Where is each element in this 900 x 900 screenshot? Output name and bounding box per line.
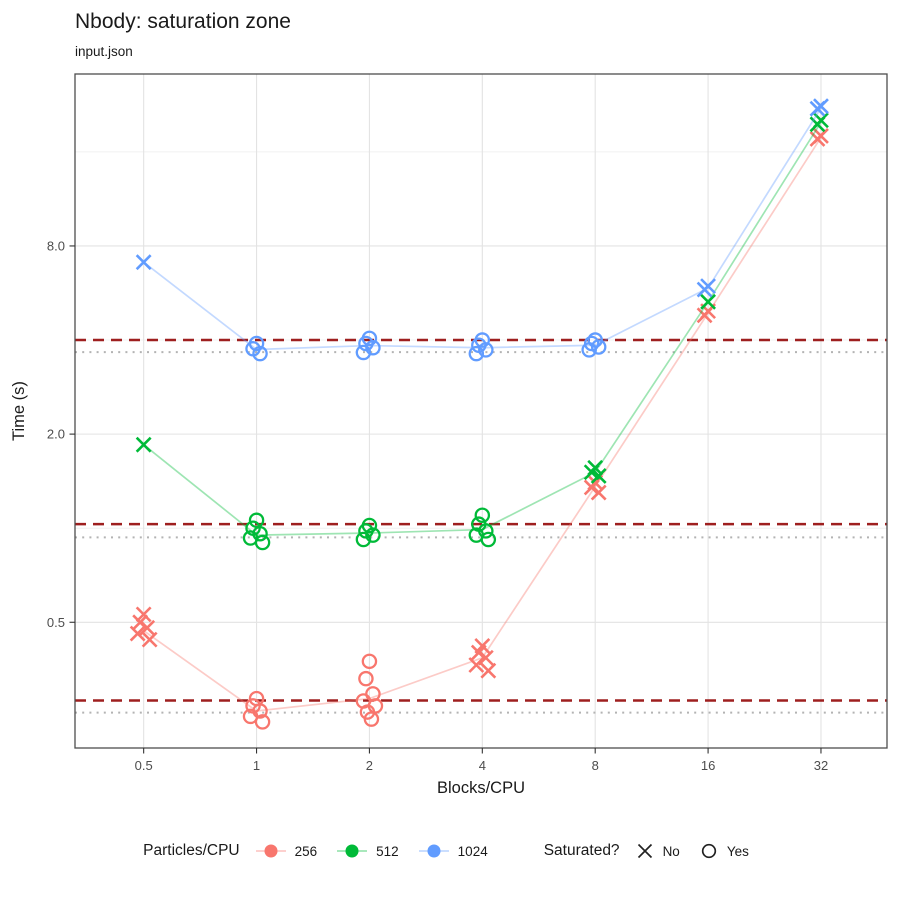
y-tick-label: 2.0: [47, 427, 65, 442]
y-axis-title: Time (s): [10, 381, 28, 441]
legend-dot-line-icon: [255, 844, 286, 858]
point-circle-saturated: [480, 531, 497, 548]
point-circle-saturated: [590, 339, 607, 355]
point-x-unsaturated: [141, 631, 158, 648]
x-tick-label: 1: [253, 758, 260, 773]
point-circle-saturated: [355, 531, 372, 548]
point-circle-saturated: [478, 523, 494, 539]
plot-panel: 0.5 1 2 4 8 16 32 0.5 2.0 8.0: [47, 73, 888, 773]
x-tick-label: 8: [592, 758, 599, 773]
point-x-unsaturated: [468, 657, 485, 673]
point-circle-saturated: [478, 342, 494, 358]
point-x-unsaturated: [696, 281, 713, 298]
gridlines-major: [75, 74, 887, 748]
point-circle-saturated: [254, 534, 271, 551]
point-x-unsaturated: [590, 484, 607, 501]
point-x-unsaturated: [809, 131, 826, 147]
legend-color-title: Particles/CPU: [143, 842, 240, 859]
chart-title: Nbody: saturation zone: [75, 10, 291, 33]
point-circle-saturated: [363, 711, 380, 727]
point-x-unsaturated: [135, 606, 152, 623]
point-circle-saturated: [254, 714, 271, 730]
legend-x-icon: [637, 843, 652, 859]
panel-border: [74, 73, 888, 749]
legend-label-yes: Yes: [726, 843, 749, 859]
x-axis-title: Blocks/CPU: [436, 779, 526, 797]
legend-label-no: No: [662, 843, 680, 859]
legend-row: Particles/CPU 256 512 1024 Saturated?: [0, 840, 900, 862]
point-x-unsaturated: [129, 625, 146, 642]
point-x-unsaturated: [477, 649, 494, 666]
legend-item-yes: Yes: [698, 840, 749, 862]
legend-item-512: 512: [335, 840, 399, 862]
legend-shape-title: Saturated?: [543, 842, 620, 859]
point-x-unsaturated: [583, 479, 600, 496]
legend-label-256: 256: [294, 843, 318, 859]
legend-dot-line-icon: [418, 844, 449, 858]
point-x-unsaturated: [135, 254, 152, 271]
point-circle-saturated: [581, 342, 597, 358]
y-tick-label: 0.5: [47, 615, 65, 630]
point-x-unsaturated: [139, 619, 156, 636]
point-x-unsaturated: [696, 307, 713, 324]
series-256: [129, 127, 829, 730]
legend-item-1024: 1024: [417, 840, 488, 862]
point-x-unsaturated: [480, 662, 497, 679]
x-tick-label: 4: [479, 758, 486, 773]
point-circle-saturated: [361, 653, 378, 670]
legend-label-512: 512: [376, 843, 399, 859]
point-x-unsaturated: [135, 436, 152, 453]
point-circle-saturated: [355, 344, 372, 361]
point-x-unsaturated: [700, 293, 717, 310]
series-512: [135, 112, 829, 551]
x-tick-label: 16: [701, 758, 715, 773]
legend-item-256: 256: [254, 840, 318, 862]
x-tick-label: 2: [366, 758, 373, 773]
point-x-unsaturated: [590, 467, 607, 484]
point-circle-saturated: [468, 345, 485, 362]
point-circle-saturated: [252, 345, 268, 362]
x-tick-label: 0.5: [135, 758, 153, 773]
point-circle-saturated: [252, 525, 268, 542]
x-tick-label: 32: [814, 758, 828, 773]
point-x-unsaturated: [809, 116, 826, 133]
point-circle-saturated: [365, 527, 381, 543]
point-circle-saturated: [474, 507, 491, 524]
legend-label-1024: 1024: [457, 843, 488, 859]
legend-item-no: No: [634, 840, 680, 862]
series-1024: [135, 98, 829, 362]
point-x-unsaturated: [809, 100, 826, 117]
axis-ticks-and-labels: 0.5 1 2 4 8 16 32 0.5 2.0 8.0: [47, 238, 828, 773]
legend-circle-icon: [701, 843, 716, 859]
chart-subtitle: input.json: [75, 44, 133, 59]
point-circle-saturated: [358, 670, 374, 687]
y-tick-label: 8.0: [47, 238, 65, 253]
legend-dot-line-icon: [337, 844, 368, 858]
